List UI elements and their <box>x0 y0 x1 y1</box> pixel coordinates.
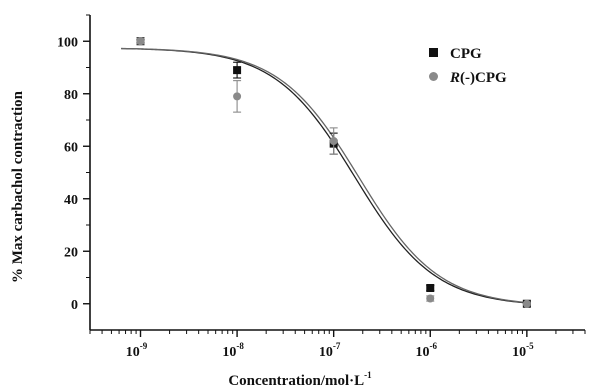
legend-label-part: R <box>449 70 460 86</box>
y-axis-title: % Max carbachol contraction <box>10 90 26 283</box>
legend-marker-square <box>429 48 438 57</box>
y-tick-label: 40 <box>64 193 78 208</box>
fit-curve <box>121 47 527 304</box>
point-circle <box>522 299 531 308</box>
point-square <box>426 284 435 292</box>
point-circle <box>233 92 242 101</box>
x-tick-label: 10-6 <box>416 341 438 360</box>
x-tick-label-base: 10 <box>416 345 430 360</box>
x-tick-label-exponent: -7 <box>333 341 341 351</box>
legend-label: CPG <box>450 46 482 62</box>
x-tick-label-base: 10 <box>512 345 526 360</box>
y-tick-label: 20 <box>64 245 78 260</box>
y-tick-label: 100 <box>57 35 78 50</box>
legend-label-part: CPG <box>450 46 482 62</box>
x-tick-label: 10-9 <box>126 341 148 360</box>
x-axis-ticks: 10-9 10-8 10-7 10-6 10-5 <box>89 330 586 360</box>
x-tick-label-exponent: -9 <box>140 341 148 351</box>
fit-curve <box>121 47 527 304</box>
y-tick-label: 80 <box>64 88 78 103</box>
y-tick-label: 60 <box>64 140 78 155</box>
legend-label: R(-)CPG <box>449 70 507 86</box>
x-axis-title: Concentration/mol·L-1 <box>228 370 372 389</box>
x-tick-label: 10-5 <box>512 341 534 360</box>
y-axis-ticks: 0 20 40 60 80 100 <box>57 14 90 313</box>
x-axis-title-superscript: -1 <box>364 370 372 380</box>
axes <box>89 15 585 331</box>
x-tick-label-exponent: -8 <box>236 341 244 351</box>
x-tick-label-base: 10 <box>222 345 236 360</box>
x-tick-label-exponent: -6 <box>430 341 438 351</box>
legend-label-part: (-)CPG <box>460 70 507 86</box>
x-tick-label-exponent: -5 <box>526 341 534 351</box>
legend-marker-circle <box>429 72 438 81</box>
x-tick-label: 10-7 <box>319 341 341 360</box>
y-tick-label: 0 <box>71 298 78 313</box>
point-circle <box>329 137 338 145</box>
x-axis-title-main: Concentration/mol·L <box>228 373 364 389</box>
data-points <box>136 37 531 308</box>
fit-curves <box>121 47 527 304</box>
point-square <box>233 66 242 75</box>
legend: CPG R(-)CPG <box>429 46 507 86</box>
point-circle <box>136 37 145 46</box>
point-circle <box>426 294 435 303</box>
x-tick-label-base: 10 <box>126 345 140 360</box>
x-tick-label-base: 10 <box>319 345 333 360</box>
x-tick-label: 10-8 <box>222 341 244 360</box>
